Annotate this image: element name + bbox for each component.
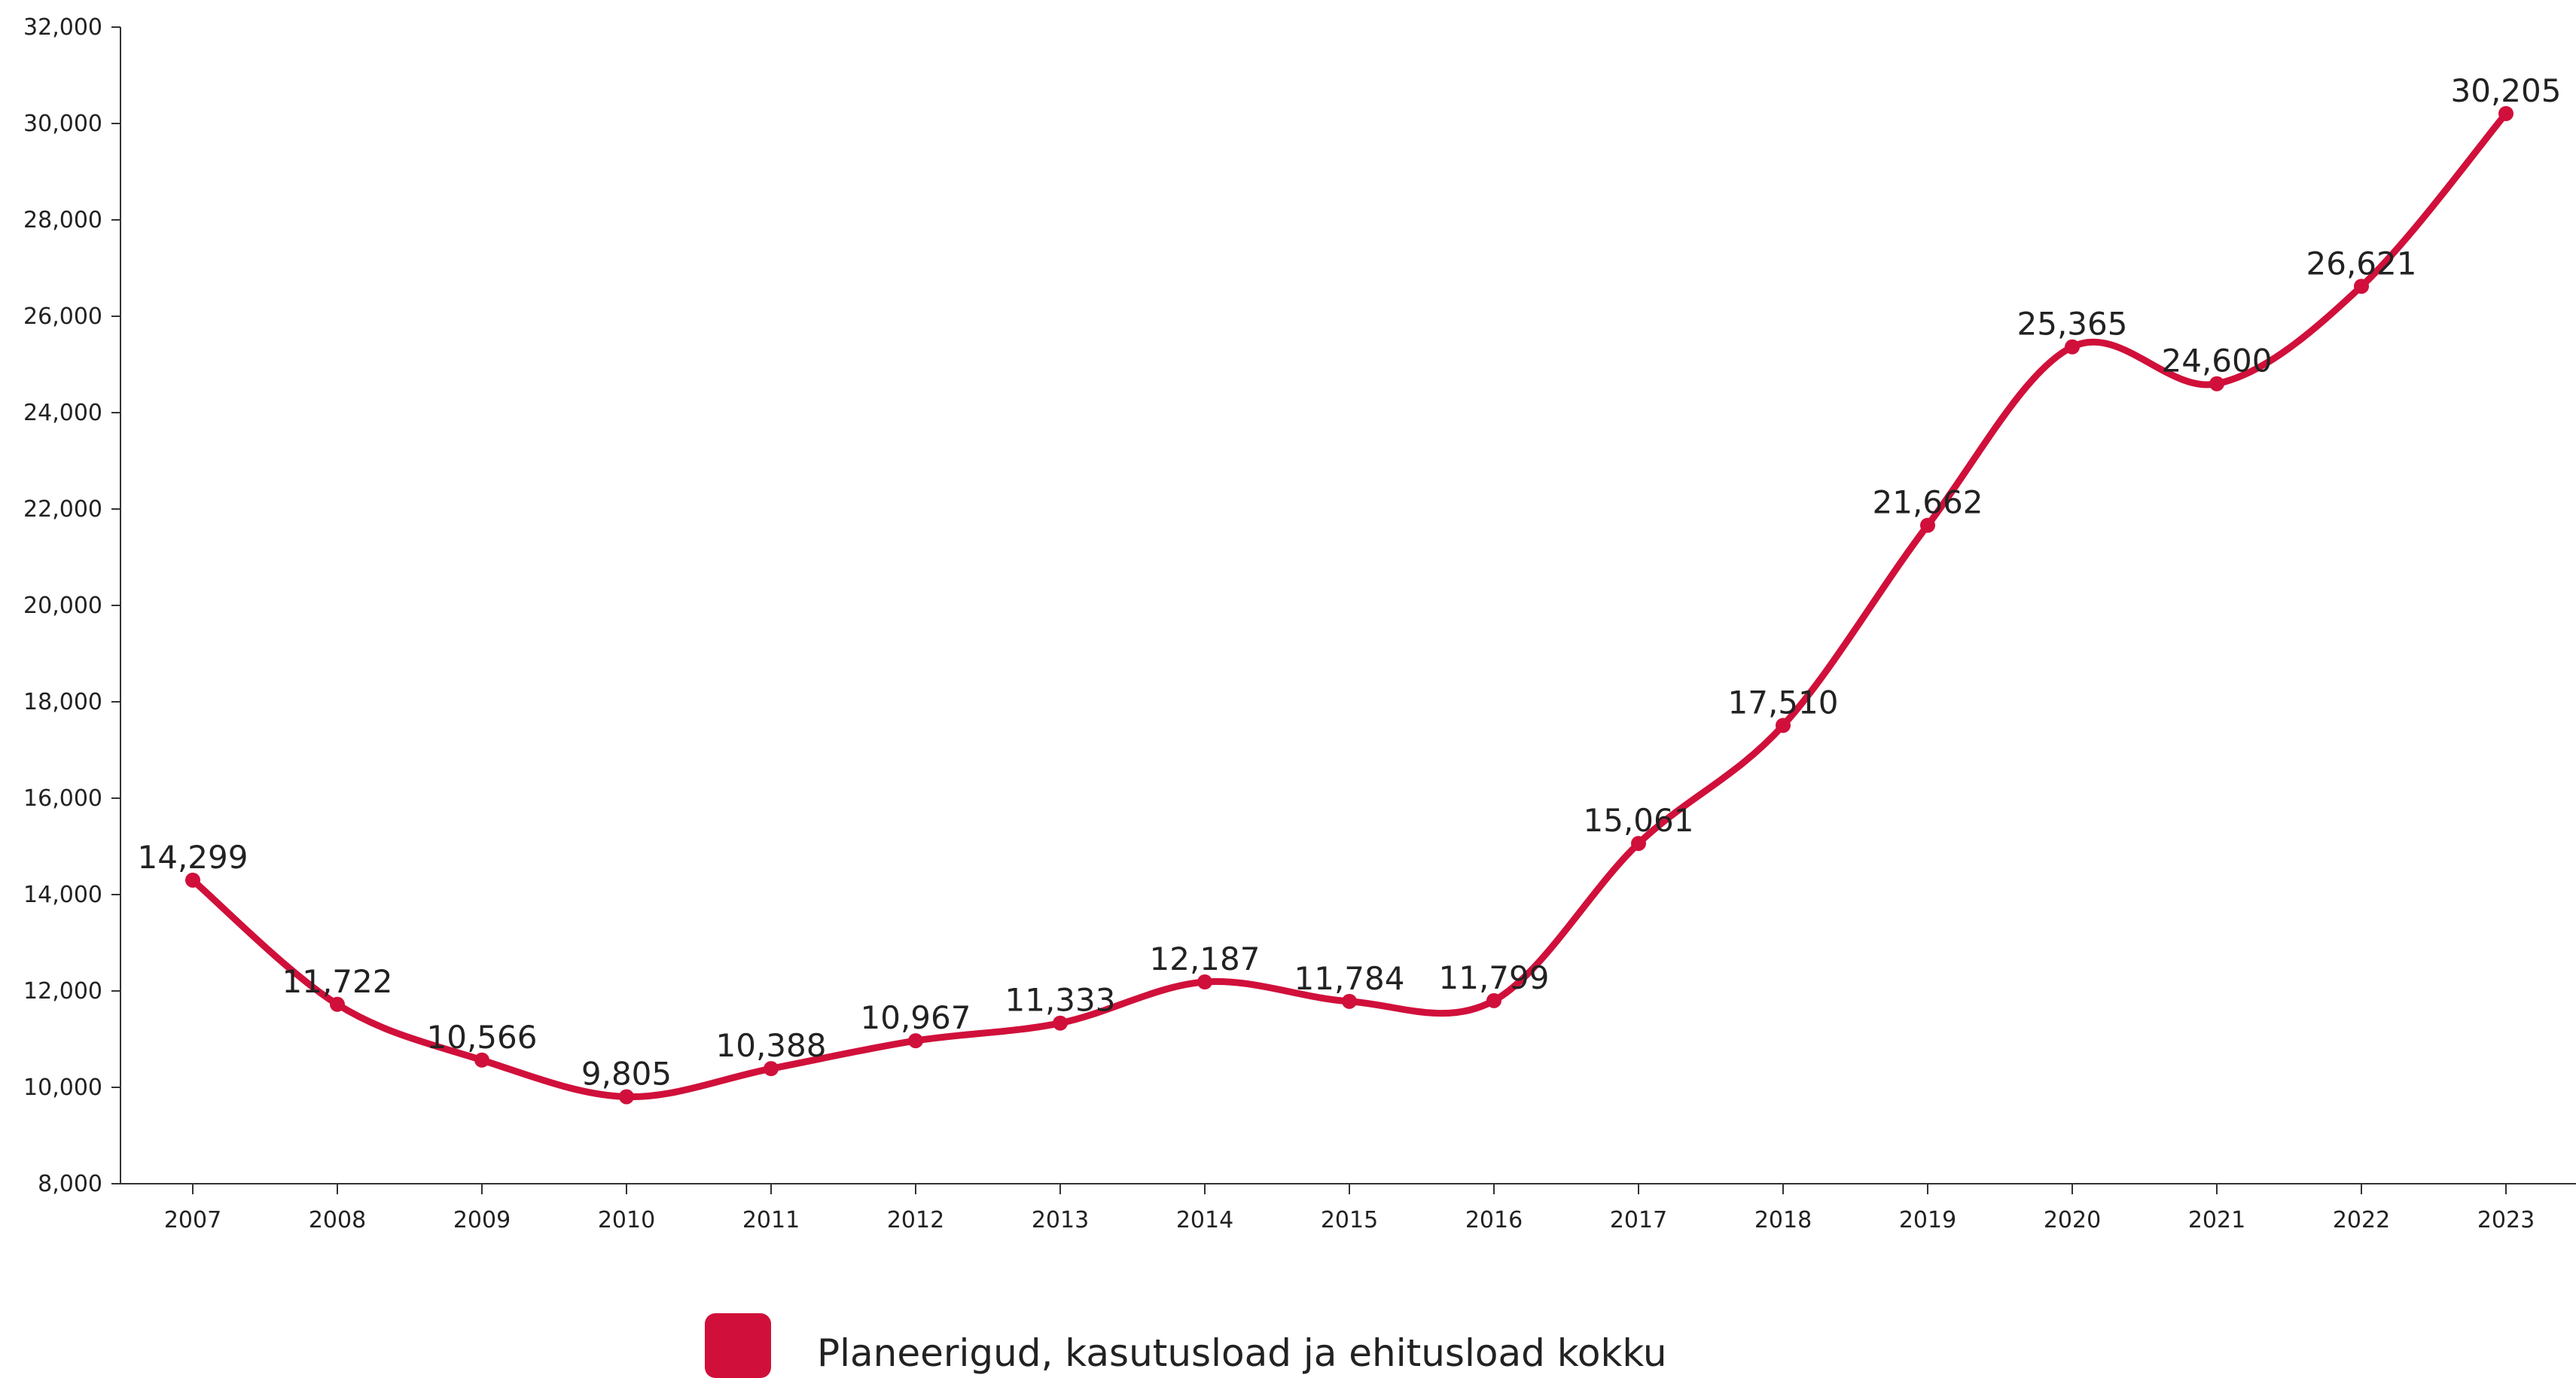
data-label: 10,566 <box>427 1019 538 1056</box>
data-point <box>1197 974 1212 990</box>
x-axis-ticks: 2007 2008 2009 2010 2011 2012 2013 2014 2015 2016… <box>164 1184 2535 1233</box>
y-tick-label: 26,000 <box>23 303 102 330</box>
data-point <box>1631 836 1646 852</box>
data-label: 11,799 <box>1439 959 1550 996</box>
data-point <box>474 1052 489 1068</box>
x-tick-label: 2009 <box>453 1207 511 1233</box>
data-label: 9,805 <box>581 1055 672 1092</box>
data-label: 15,061 <box>1584 802 1694 839</box>
x-tick-label: 2017 <box>1610 1207 1667 1233</box>
data-label: 12,187 <box>1150 941 1261 977</box>
data-label: 11,784 <box>1294 960 1405 997</box>
x-tick-label: 2011 <box>742 1207 800 1233</box>
y-tick-label: 22,000 <box>23 496 102 523</box>
x-tick-label: 2015 <box>1321 1207 1378 1233</box>
y-tick-label: 16,000 <box>23 785 102 812</box>
data-label: 11,333 <box>1005 982 1116 1019</box>
y-tick-label: 30,000 <box>23 111 102 137</box>
legend-label: Planeerigud, kasutusload ja ehitusload k… <box>817 1331 1667 1375</box>
y-tick-label: 20,000 <box>23 593 102 619</box>
data-label: 25,365 <box>2017 306 2128 343</box>
y-axis-ticks: 8,000 10,000 12,000 14,000 16,000 18,000 20,00… <box>23 14 120 1197</box>
y-tick-label: 32,000 <box>23 14 102 41</box>
data-label: 21,662 <box>1873 484 1983 521</box>
data-point <box>764 1061 779 1077</box>
data-point <box>619 1089 634 1105</box>
series-group: 14,299 11,722 10,566 9,805 10,388 10,967 11,33… <box>138 72 2562 1105</box>
data-point <box>330 996 345 1012</box>
data-label: 24,600 <box>2162 343 2273 380</box>
x-tick-label: 2016 <box>1465 1207 1523 1233</box>
data-point <box>2065 339 2080 355</box>
x-tick-label: 2021 <box>2188 1207 2245 1233</box>
y-tick-label: 18,000 <box>23 689 102 715</box>
data-point <box>185 872 200 888</box>
data-point <box>1053 1015 1068 1031</box>
x-tick-label: 2018 <box>1754 1207 1812 1233</box>
data-point <box>1920 517 1935 533</box>
data-label: 17,510 <box>1728 684 1839 721</box>
data-label: 26,621 <box>2306 245 2417 282</box>
data-point <box>1776 718 1791 733</box>
data-label: 10,388 <box>716 1027 827 1064</box>
y-tick-label: 12,000 <box>23 978 102 1005</box>
x-tick-label: 2013 <box>1032 1207 1089 1233</box>
x-tick-label: 2008 <box>309 1207 366 1233</box>
y-tick-label: 28,000 <box>23 207 102 233</box>
y-tick-label: 14,000 <box>23 882 102 908</box>
data-point <box>2209 376 2224 392</box>
x-tick-label: 2019 <box>1899 1207 1956 1233</box>
data-point <box>908 1033 923 1049</box>
x-tick-label: 2014 <box>1176 1207 1233 1233</box>
x-tick-label: 2020 <box>2044 1207 2101 1233</box>
x-tick-label: 2010 <box>598 1207 655 1233</box>
y-tick-label: 10,000 <box>23 1075 102 1101</box>
data-label: 14,299 <box>138 839 248 876</box>
data-point <box>2354 279 2369 294</box>
y-tick-label: 8,000 <box>38 1171 102 1197</box>
axes <box>120 27 2576 1184</box>
x-tick-label: 2007 <box>164 1207 221 1233</box>
y-tick-label: 24,000 <box>23 400 102 426</box>
x-tick-label: 2012 <box>887 1207 944 1233</box>
data-label: 10,967 <box>861 999 971 1036</box>
data-label: 11,722 <box>282 963 393 1000</box>
x-tick-label: 2022 <box>2333 1207 2390 1233</box>
legend-swatch <box>705 1313 771 1378</box>
data-point <box>1342 993 1357 1009</box>
x-tick-label: 2023 <box>2477 1207 2535 1233</box>
legend: Planeerigud, kasutusload ja ehitusload k… <box>705 1313 1667 1378</box>
data-point <box>1486 992 1501 1008</box>
data-label: 30,205 <box>2451 72 2562 109</box>
data-point <box>2498 105 2514 121</box>
series-line <box>189 110 2510 1100</box>
